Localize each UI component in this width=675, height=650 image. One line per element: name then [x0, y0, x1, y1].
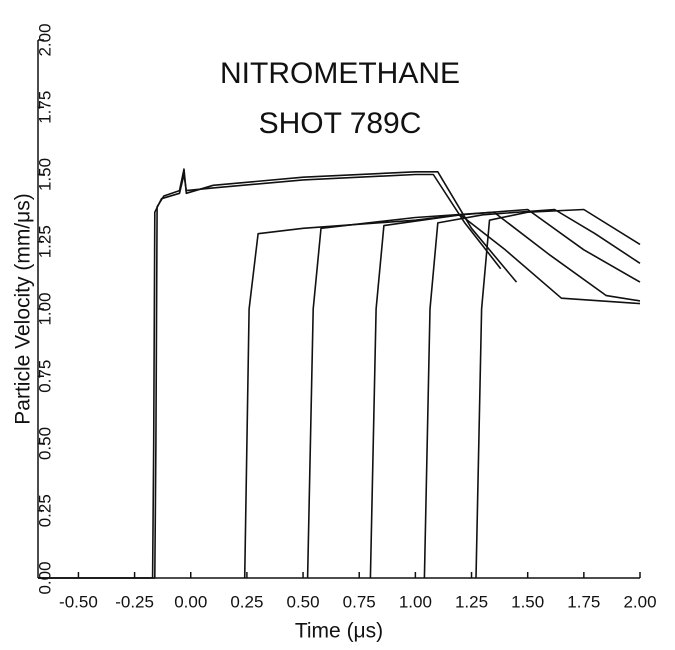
- x-tick-label: 0.00: [174, 592, 207, 611]
- x-axis-title: Time (μs): [295, 620, 383, 643]
- y-tick-label: 1.25: [35, 225, 54, 258]
- y-tick-label: 1.00: [35, 292, 54, 325]
- x-tick-label: -0.25: [115, 592, 154, 611]
- chart-title: SHOT 789C: [259, 107, 422, 140]
- series-line: [369, 208, 641, 579]
- chart-title: NITROMETHANE: [220, 57, 460, 90]
- x-tick-label: 1.75: [567, 592, 600, 611]
- series-line: [306, 211, 641, 579]
- x-tick-label: 0.50: [287, 592, 320, 611]
- y-tick-label: 0.50: [35, 427, 54, 460]
- series-line: [38, 168, 518, 579]
- x-tick-label: 0.75: [343, 592, 376, 611]
- series-line: [475, 208, 641, 579]
- series-line: [38, 173, 502, 579]
- series-line: [243, 214, 641, 579]
- y-tick-label: 0.25: [35, 494, 54, 527]
- y-tick-label: 1.75: [35, 91, 54, 124]
- x-tick-label: 2.00: [623, 592, 656, 611]
- y-axis-title: Particle Velocity (mm/μs): [12, 193, 35, 424]
- y-tick-label: 0.75: [35, 360, 54, 393]
- x-tick-label: 0.25: [230, 592, 263, 611]
- x-tick-label: 1.00: [399, 592, 432, 611]
- x-tick-label: -0.50: [59, 592, 98, 611]
- series-line: [423, 208, 641, 579]
- y-tick-label: 2.00: [35, 23, 54, 56]
- y-tick-label: 1.50: [35, 158, 54, 191]
- x-tick-label: 1.50: [511, 592, 544, 611]
- x-tick-label: 1.25: [455, 592, 488, 611]
